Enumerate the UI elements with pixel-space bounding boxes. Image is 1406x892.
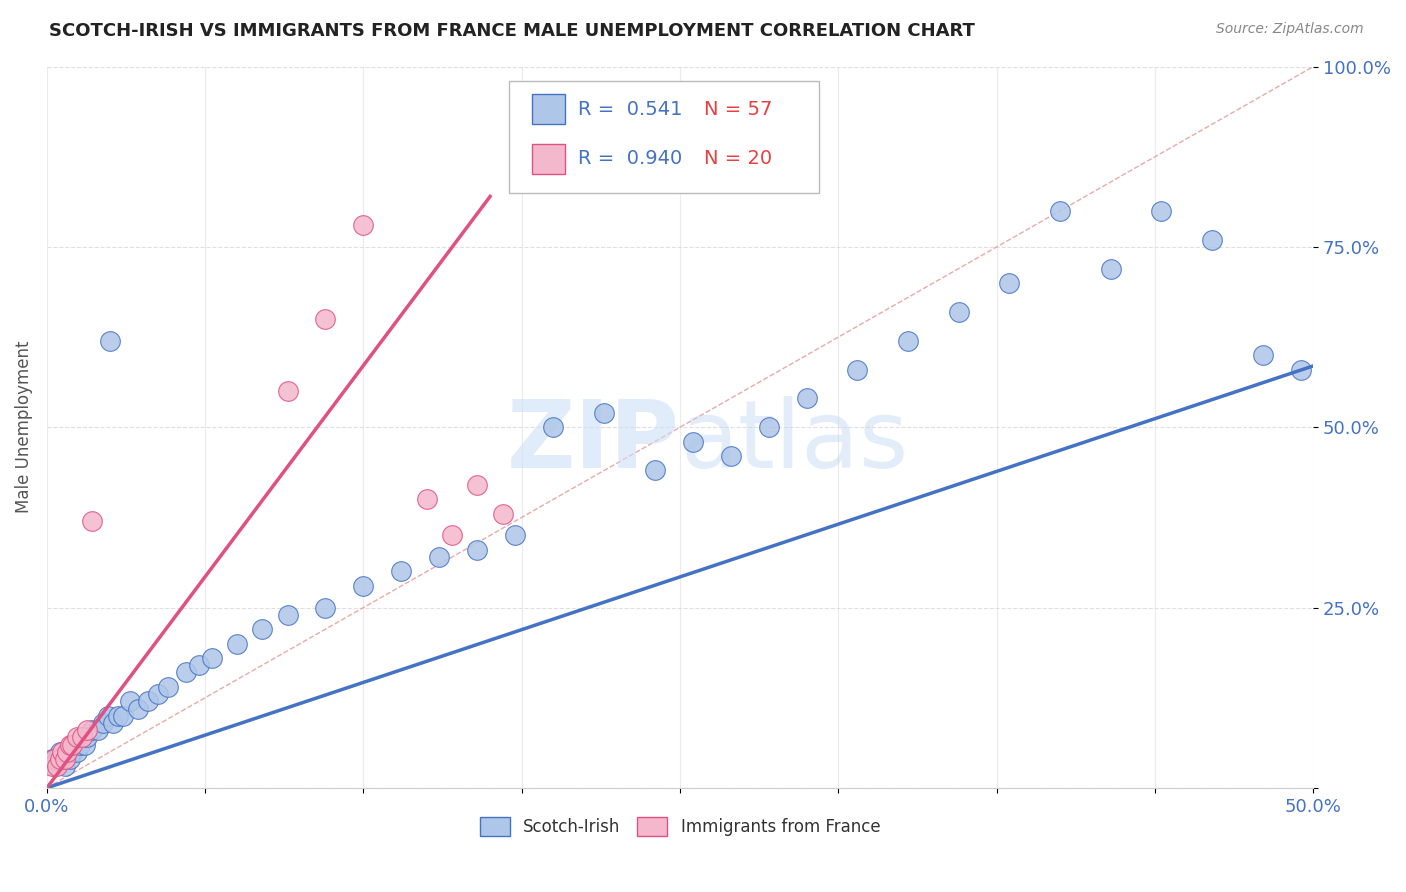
Point [250, 622, 273, 636]
Point [353, 219, 375, 233]
Text: SCOTCH-IRISH VS IMMIGRANTS FROM FRANCE MALE UNEMPLOYMENT CORRELATION CHART: SCOTCH-IRISH VS IMMIGRANTS FROM FRANCE M… [49, 22, 976, 40]
Point [758, 420, 780, 434]
Point [897, 334, 920, 348]
Point [97, 708, 120, 723]
Point [73, 738, 96, 752]
Point [998, 276, 1021, 290]
Point [948, 305, 970, 319]
Point [46, 759, 69, 773]
Point [505, 528, 527, 542]
Point [174, 665, 197, 680]
Point [51, 745, 73, 759]
Point [391, 565, 413, 579]
Point [127, 701, 149, 715]
Point [76, 731, 98, 745]
Point [51, 752, 73, 766]
Text: N = 57: N = 57 [704, 100, 772, 119]
Point [46, 752, 69, 766]
Point [315, 312, 337, 326]
Point [441, 528, 464, 542]
Point [200, 651, 222, 665]
Point [429, 549, 451, 564]
Point [148, 687, 170, 701]
Point [82, 723, 104, 738]
Point [353, 579, 375, 593]
Point [1099, 261, 1122, 276]
Point [225, 637, 247, 651]
Point [187, 658, 209, 673]
Point [72, 731, 94, 745]
Text: R =  0.541: R = 0.541 [578, 100, 682, 119]
Point [644, 463, 666, 477]
Point [56, 745, 79, 759]
Point [1049, 203, 1071, 218]
Point [48, 752, 70, 766]
Legend: Scotch-Irish, Immigrants from France: Scotch-Irish, Immigrants from France [471, 808, 889, 845]
Point [416, 492, 439, 507]
Point [41, 759, 63, 773]
Point [101, 715, 124, 730]
Point [1201, 233, 1223, 247]
Point [41, 752, 63, 766]
Point [91, 715, 114, 730]
Point [98, 334, 121, 348]
Point [48, 745, 70, 759]
Y-axis label: Male Unemployment: Male Unemployment [15, 341, 32, 514]
Point [593, 406, 616, 420]
Point [467, 542, 489, 557]
Point [846, 362, 869, 376]
Point [72, 731, 94, 745]
Text: atlas: atlas [681, 396, 908, 488]
Point [796, 392, 818, 406]
Point [492, 507, 515, 521]
Text: ZIP: ZIP [508, 396, 681, 488]
Point [543, 420, 565, 434]
Point [1251, 348, 1274, 362]
Point [66, 745, 89, 759]
Text: N = 20: N = 20 [704, 150, 772, 169]
Point [276, 384, 298, 399]
Point [60, 738, 83, 752]
FancyBboxPatch shape [531, 94, 565, 124]
Point [82, 514, 104, 528]
Point [53, 752, 76, 766]
Point [59, 738, 82, 752]
Point [1150, 203, 1173, 218]
Point [467, 478, 489, 492]
Point [315, 600, 337, 615]
Point [56, 745, 79, 759]
Point [136, 694, 159, 708]
Point [107, 708, 129, 723]
Text: R =  0.940: R = 0.940 [578, 150, 682, 169]
FancyBboxPatch shape [509, 81, 820, 193]
Point [69, 738, 91, 752]
Point [157, 680, 180, 694]
Point [53, 759, 76, 773]
Point [682, 434, 704, 449]
Point [59, 752, 82, 766]
Point [120, 694, 142, 708]
Point [76, 723, 98, 738]
Point [44, 759, 66, 773]
Point [86, 723, 108, 738]
Text: Source: ZipAtlas.com: Source: ZipAtlas.com [1216, 22, 1364, 37]
Point [63, 738, 86, 752]
Point [60, 745, 83, 759]
Point [44, 752, 66, 766]
Point [66, 731, 89, 745]
Point [276, 607, 298, 622]
Point [720, 449, 742, 463]
Point [111, 708, 134, 723]
Point [1289, 362, 1312, 376]
FancyBboxPatch shape [531, 144, 565, 174]
